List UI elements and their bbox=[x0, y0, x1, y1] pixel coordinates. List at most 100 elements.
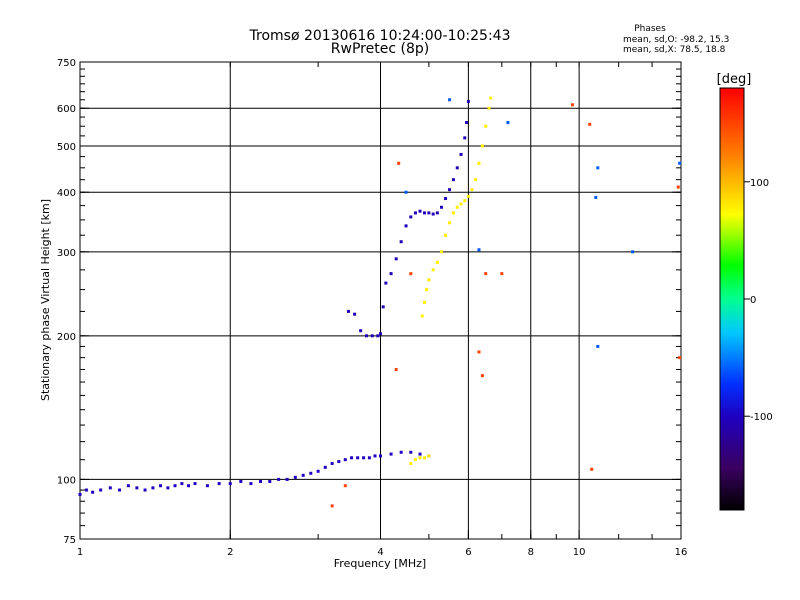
data-point bbox=[459, 202, 463, 206]
data-point bbox=[477, 350, 481, 354]
data-point bbox=[409, 461, 413, 465]
data-point bbox=[365, 334, 369, 338]
data-point bbox=[409, 272, 413, 276]
data-point bbox=[394, 257, 398, 261]
y-axis-label: Stationary phase Virtual Height [km] bbox=[39, 199, 52, 401]
data-point bbox=[126, 484, 130, 488]
series-group bbox=[346, 99, 470, 338]
data-point bbox=[487, 106, 491, 110]
data-point bbox=[228, 482, 232, 486]
data-point bbox=[193, 482, 197, 486]
data-point bbox=[91, 490, 95, 494]
series-group bbox=[330, 103, 682, 508]
data-point bbox=[422, 456, 426, 460]
data-point bbox=[381, 305, 385, 309]
y-tick-label: 75 bbox=[63, 535, 76, 546]
data-point bbox=[84, 488, 88, 492]
data-point bbox=[399, 240, 403, 244]
data-point bbox=[477, 248, 481, 252]
data-point bbox=[455, 205, 459, 209]
data-point bbox=[444, 233, 448, 237]
data-point bbox=[418, 209, 422, 213]
data-point bbox=[431, 212, 435, 216]
x-tick-label: 16 bbox=[675, 547, 688, 558]
data-point bbox=[180, 482, 184, 486]
data-point bbox=[343, 458, 347, 462]
data-point bbox=[409, 450, 413, 454]
y-tick-label: 500 bbox=[57, 142, 76, 153]
data-point bbox=[389, 452, 393, 456]
data-point bbox=[217, 482, 221, 486]
y-tick-label: 600 bbox=[57, 104, 76, 115]
colorbar-tick-label: 0 bbox=[750, 295, 756, 306]
data-point bbox=[239, 479, 243, 483]
data-point bbox=[463, 199, 467, 203]
y-tick-label: 400 bbox=[57, 188, 76, 199]
data-point bbox=[448, 98, 452, 102]
data-point bbox=[376, 334, 380, 338]
data-point bbox=[143, 488, 147, 492]
data-point bbox=[277, 477, 281, 481]
data-point bbox=[422, 300, 426, 304]
data-point bbox=[455, 166, 459, 170]
data-point bbox=[397, 161, 401, 165]
data-point bbox=[362, 456, 366, 460]
data-point bbox=[404, 190, 408, 194]
data-point bbox=[330, 461, 334, 465]
data-point bbox=[571, 103, 575, 107]
data-point bbox=[678, 356, 682, 360]
data-point bbox=[323, 465, 327, 469]
data-point bbox=[309, 471, 313, 475]
data-point bbox=[459, 152, 463, 156]
data-point bbox=[373, 454, 377, 458]
data-point bbox=[285, 477, 289, 481]
data-point bbox=[484, 124, 488, 128]
data-point bbox=[268, 479, 272, 483]
data-point bbox=[477, 161, 481, 165]
data-point bbox=[448, 188, 452, 192]
data-point bbox=[484, 272, 488, 276]
data-point bbox=[394, 367, 398, 371]
data-point bbox=[676, 185, 680, 189]
data-point bbox=[135, 486, 139, 490]
data-point bbox=[444, 197, 448, 201]
data-point bbox=[420, 314, 424, 318]
data-point bbox=[506, 121, 510, 125]
data-point bbox=[379, 332, 382, 336]
x-tick-label: 4 bbox=[377, 547, 383, 558]
data-point bbox=[596, 344, 600, 348]
x-tick-label: 2 bbox=[227, 547, 233, 558]
data-point bbox=[448, 221, 452, 225]
colorbar-tick-label: -100 bbox=[750, 412, 773, 423]
phase-stats-title: Phases bbox=[634, 24, 666, 34]
data-point bbox=[205, 484, 209, 488]
data-point bbox=[440, 250, 444, 254]
data-point bbox=[293, 475, 297, 479]
data-point bbox=[427, 278, 431, 282]
data-point bbox=[301, 473, 305, 477]
data-point bbox=[440, 205, 444, 209]
data-point bbox=[343, 484, 347, 488]
data-point bbox=[99, 488, 103, 492]
data-point bbox=[249, 482, 253, 486]
data-point bbox=[337, 460, 341, 464]
data-point bbox=[466, 194, 470, 198]
data-point bbox=[78, 492, 82, 496]
data-point bbox=[346, 309, 350, 313]
y-tick-label: 300 bbox=[57, 248, 76, 259]
axis-ticks: 1 2 4 6 8 10 16 75 100 200 300 400 500 600 750 bbox=[57, 58, 687, 558]
data-point bbox=[173, 484, 177, 488]
data-points bbox=[78, 96, 682, 508]
data-point bbox=[418, 456, 422, 460]
data-point bbox=[187, 484, 191, 488]
colorbar-ticks: 100 0 -100 bbox=[744, 178, 773, 423]
data-point bbox=[384, 281, 388, 285]
data-point bbox=[370, 334, 374, 338]
x-tick-label: 8 bbox=[528, 547, 534, 558]
colorbar-label: [deg] bbox=[717, 72, 752, 87]
chart-subtitle: RwPretec (8p) bbox=[331, 41, 429, 57]
x-axis-label: Frequency [MHz] bbox=[334, 557, 426, 570]
y-tick-label: 750 bbox=[57, 58, 76, 69]
data-point bbox=[427, 211, 431, 215]
